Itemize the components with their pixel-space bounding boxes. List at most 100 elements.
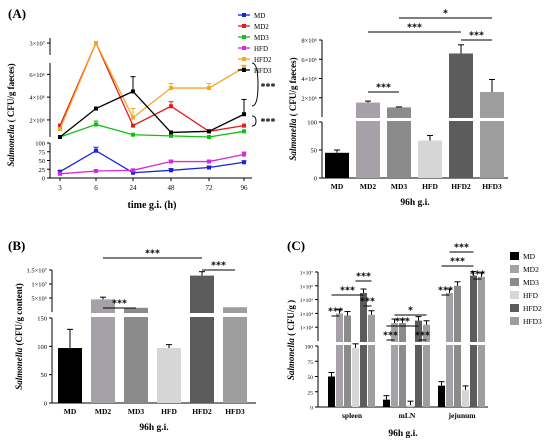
- c-bar-mln-hfd3: [423, 324, 430, 407]
- legend-md-label: MD: [254, 12, 265, 20]
- c-bar-jejunum-hfd3: [478, 276, 485, 407]
- b-bar-x-tick-label: MD2: [95, 407, 111, 416]
- a-line-y-tick-label: 6×10⁶: [29, 72, 45, 79]
- a-bar-sig: ***: [407, 23, 422, 34]
- c-legend-md3-label: MD3: [523, 278, 539, 287]
- b-bar-y-tick-label: 5×10⁶: [31, 296, 47, 303]
- c-bar-y-tick-label: 1×10⁵: [300, 298, 313, 304]
- a-bar-x-tick-label: MD3: [391, 182, 407, 191]
- c-bar-ylabel: Salmonella ( CFU/g ): [286, 300, 296, 380]
- series-hfd2-point: [207, 86, 211, 91]
- series-md-line: [59, 149, 245, 174]
- c-bar-mln-hfd2: [415, 320, 422, 407]
- a-bar-bar-hfd3: [480, 91, 504, 178]
- b-bar-bar-break: [222, 313, 248, 317]
- a-line-x-tick-label: 24: [130, 184, 138, 192]
- a-line-bracket: [251, 115, 257, 127]
- series-md-point: [207, 165, 211, 170]
- series-md3-point: [169, 133, 173, 138]
- b-bar-xlabel: 96h g.i.: [139, 423, 168, 433]
- b-bar-sig: ***: [112, 299, 127, 310]
- c-bar-break: [414, 342, 423, 345]
- c-bar-jejunum-hfd: [462, 389, 469, 407]
- b-bar-x-tick-label: HFD2: [192, 407, 212, 416]
- series-hfd2-point: [131, 115, 135, 120]
- series-md2-point: [58, 123, 62, 128]
- series-hfd3-point: [207, 129, 211, 134]
- a-line-x-tick-label: 6: [94, 184, 98, 192]
- a-line-y-tick-label: 100: [35, 141, 45, 148]
- a-bar-x-tick-label: HFD3: [482, 182, 502, 191]
- c-bar-y-tick-label: 0: [310, 406, 313, 412]
- series-hfd-point: [131, 168, 135, 173]
- c-legend-hfd2-label: HFD2: [523, 304, 542, 313]
- c-bar-y-tick-label: 100: [305, 345, 314, 351]
- series-md-point: [94, 148, 98, 153]
- series-md3-point: [207, 135, 211, 139]
- c-bar-sig: ***: [328, 307, 343, 318]
- b-bar-bar-md: [58, 348, 82, 403]
- a-bar-bar-md3: [387, 107, 411, 178]
- series-md2-point: [131, 123, 135, 128]
- c-bar-x-tick-label: spleen: [342, 411, 363, 420]
- a-bar-y-tick-label: 2×10⁶: [301, 95, 317, 102]
- a-line-xlabel: time g.i. (h): [128, 200, 177, 211]
- c-legend-md-swatch: [510, 252, 519, 260]
- a-line-x-tick-label: 48: [168, 184, 176, 192]
- c-legend-md3-swatch: [510, 278, 519, 286]
- a-bar-bar-break: [479, 118, 505, 121]
- c-bar-spleen-md2: [336, 313, 343, 407]
- c-bar-sig: ***: [470, 270, 485, 281]
- c-bar-xlabel: 96h g.i.: [388, 429, 417, 439]
- a-bar-y-tick-label: 4×10⁶: [301, 76, 317, 83]
- c-bar-y-tick-label: 1×10⁶: [300, 284, 313, 290]
- a-bar-x-tick-label: MD2: [360, 182, 376, 191]
- a-bar-x-tick-label: MD: [331, 182, 344, 191]
- c-bar-sig: ***: [438, 286, 453, 297]
- c-bar-sig: ***: [356, 272, 371, 283]
- b-bar-y-tick-label: 50: [41, 372, 48, 379]
- b-bar-bar-break: [90, 313, 116, 317]
- b-bar-sig: ***: [211, 261, 226, 272]
- a-line-ylabel: Salmonella ( CFU/g faeces): [6, 63, 16, 166]
- series-hfd-point: [242, 152, 246, 157]
- a-bar-y-tick-label: 100: [307, 120, 317, 127]
- a-bar-y-tick-label: 50: [311, 148, 318, 155]
- series-hfd-line: [59, 153, 245, 175]
- series-hfd-point: [58, 171, 62, 176]
- c-bar-mln-md3: [399, 323, 406, 407]
- a-bar-ylabel: Salmonella ( CFU/g faeces): [288, 57, 298, 160]
- series-hfd3-line: [59, 90, 245, 138]
- legend-md2-label: MD2: [254, 23, 269, 31]
- legend-hfd-marker: [242, 46, 246, 50]
- legend-md2-marker: [242, 24, 246, 28]
- legend-md-marker: [242, 13, 246, 17]
- c-bar-break: [453, 342, 462, 345]
- b-bar-y-tick-label: 1×10⁷: [31, 282, 47, 289]
- series-hfd3-point: [58, 135, 62, 139]
- c-bar-jejunum-hfd2: [470, 275, 477, 407]
- series-hfd3-point: [169, 130, 173, 135]
- a-bar-y-tick-label: 0: [314, 176, 317, 183]
- series-hfd2-line: [59, 41, 245, 130]
- b-bar-x-tick-label: MD: [64, 407, 77, 416]
- c-legend-hfd3-label: HFD3: [523, 317, 542, 326]
- a-line-y-tick-label: 0: [42, 176, 45, 183]
- a-bar-y-tick-label: 6×10⁶: [301, 57, 317, 64]
- a-line-x-tick-label: 96: [241, 184, 249, 192]
- c-bar-y-tick-label: 1×10⁴: [300, 312, 313, 318]
- series-md3-point: [242, 129, 246, 134]
- a-line-y-tick-label: 75: [39, 149, 46, 156]
- b-bar-y-tick-label: 1.5×10⁷: [26, 268, 47, 275]
- a-line-y-tick-label: 4×10⁶: [29, 95, 45, 102]
- b-bar-sig: ***: [145, 249, 160, 260]
- a-bar-sig: ***: [376, 83, 391, 94]
- c-legend-hfd2-swatch: [510, 304, 519, 312]
- c-bar-break: [398, 342, 407, 345]
- c-bar-jejunum-md3: [454, 285, 461, 407]
- series-md3-point: [94, 122, 98, 127]
- series-md2-line: [59, 41, 245, 132]
- c-bar-mln-md: [383, 399, 390, 407]
- c-bar-spleen-hfd2: [360, 293, 367, 407]
